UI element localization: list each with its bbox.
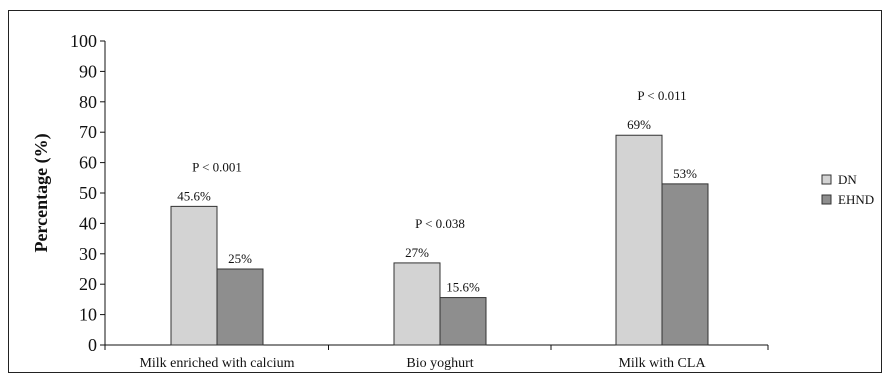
legend-label-ehnd: EHND bbox=[838, 192, 874, 207]
bar-value-label: 27% bbox=[405, 245, 429, 260]
y-tick-label: 60 bbox=[79, 153, 97, 173]
p-value-annotation: P < 0.038 bbox=[415, 216, 465, 231]
bar-dn bbox=[615, 134, 663, 346]
y-tick-label: 40 bbox=[79, 213, 97, 233]
legend: DN EHND bbox=[821, 172, 874, 207]
p-value-annotation: P < 0.011 bbox=[637, 88, 686, 103]
y-tick-label: 10 bbox=[79, 305, 97, 325]
y-tick-label: 80 bbox=[79, 92, 97, 112]
bar-value-label: 45.6% bbox=[177, 188, 211, 203]
bars bbox=[170, 134, 709, 346]
p-value-annotation: P < 0.001 bbox=[192, 159, 242, 174]
y-tick-label: 70 bbox=[79, 122, 97, 142]
bar-ehnd bbox=[216, 268, 264, 346]
bar-value-label: 25% bbox=[228, 251, 252, 266]
legend-label-dn: DN bbox=[838, 172, 857, 187]
x-category-label: Milk with CLA bbox=[618, 356, 706, 371]
x-axis: Milk enriched with calcium Bio yoghurt Mil… bbox=[104, 344, 769, 371]
bar-value-label: 15.6% bbox=[446, 280, 480, 295]
y-tick-label: 20 bbox=[79, 274, 97, 294]
legend-swatch-dn bbox=[821, 174, 832, 185]
bar-ehnd bbox=[661, 183, 709, 346]
bar-dn bbox=[170, 205, 218, 346]
data-labels: 45.6% 27% 69% 25% 15.6% 53% P < 0.001 P < 0.038… bbox=[177, 88, 697, 294]
y-tick-label: 50 bbox=[79, 183, 97, 203]
legend-swatch-ehnd bbox=[821, 194, 832, 205]
y-tick-label: 30 bbox=[79, 244, 97, 264]
y-axis: 0 10 20 30 40 50 60 70 80 90 100 bbox=[70, 31, 106, 355]
x-category-label: Milk enriched with calcium bbox=[139, 356, 294, 371]
y-tick-label: 0 bbox=[88, 335, 97, 355]
plot-border bbox=[8, 10, 882, 373]
bar-value-label: 53% bbox=[673, 166, 697, 181]
bar-dn bbox=[393, 262, 441, 346]
y-tick-label: 90 bbox=[79, 61, 97, 81]
y-axis-title: Percentage (%) bbox=[31, 133, 52, 252]
bar-value-label: 69% bbox=[627, 117, 651, 132]
x-category-label: Bio yoghurt bbox=[406, 356, 473, 371]
bar-ehnd bbox=[439, 297, 487, 346]
y-tick-label: 100 bbox=[70, 31, 97, 51]
